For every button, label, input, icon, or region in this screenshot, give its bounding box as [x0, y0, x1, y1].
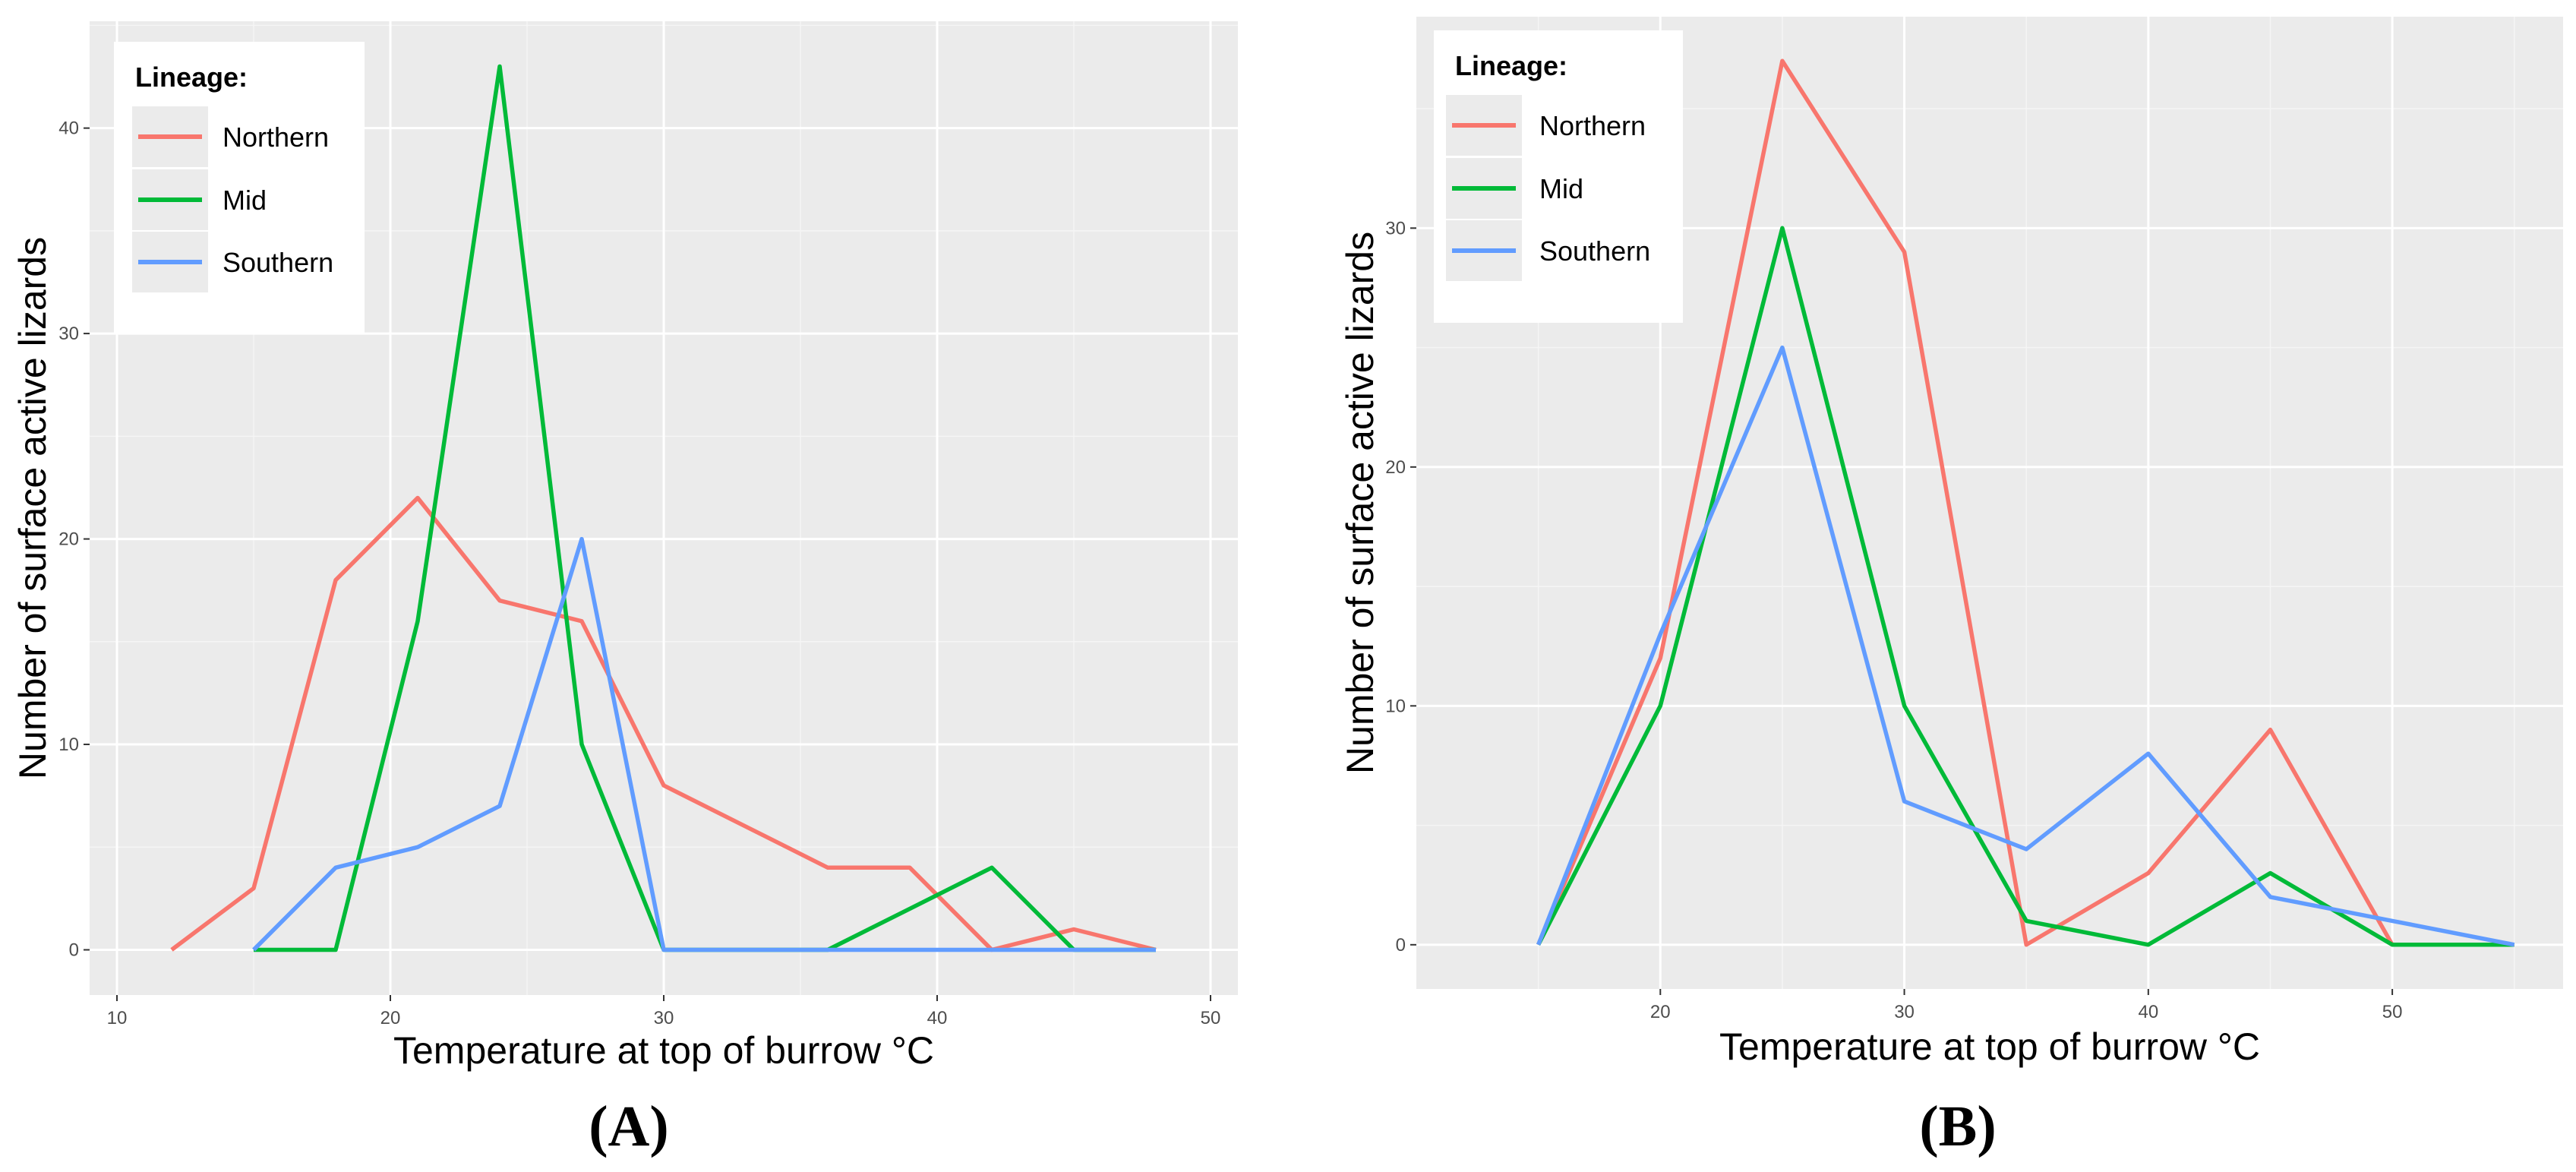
- y-tick-label: 30: [58, 324, 79, 344]
- x-tick-label: 40: [2138, 1002, 2158, 1022]
- legend-title: Lineage:: [135, 62, 248, 93]
- y-tick-label: 10: [1385, 696, 1406, 716]
- x-tick-label: 30: [1894, 1002, 1915, 1022]
- chart-panel-b: 20 30 40 50 0 10 20 30 Lineage: Northern Mid Southe…: [1339, 17, 2563, 1158]
- x-tick-label: 20: [380, 1008, 401, 1028]
- series-line-northern: [1536, 58, 2514, 947]
- legend-label-southern: Southern: [223, 247, 333, 278]
- panel-label: (A): [589, 1095, 669, 1158]
- y-axis-title: Number of surface active lizards: [1339, 232, 1381, 774]
- series-line-mid: [1536, 226, 2514, 947]
- x-tick-label: 40: [927, 1008, 948, 1028]
- y-tick-label: 40: [58, 118, 79, 139]
- legend-label-northern: Northern: [1539, 110, 1646, 141]
- legend-label-mid: Mid: [223, 185, 267, 216]
- x-tick-label: 10: [107, 1008, 128, 1028]
- y-tick-label: 0: [1396, 935, 1406, 956]
- x-axis-title: Temperature at top of burrow °C: [393, 1029, 934, 1072]
- x-axis-title: Temperature at top of burrow °C: [1719, 1025, 2260, 1068]
- y-tick-label: 10: [58, 734, 79, 755]
- legend: Lineage: Northern Mid Southern: [1434, 30, 1683, 323]
- legend-label-southern: Southern: [1539, 235, 1650, 267]
- series-line-southern: [252, 536, 1156, 952]
- legend-label-mid: Mid: [1539, 173, 1583, 204]
- y-tick-label: 30: [1385, 218, 1406, 239]
- panel-label: (B): [1919, 1095, 1996, 1158]
- series-line-southern: [1536, 345, 2515, 947]
- y-tick-label: 20: [1385, 457, 1406, 478]
- x-tick-label: 50: [1201, 1008, 1221, 1028]
- x-tick-label: 30: [654, 1008, 674, 1028]
- legend-label-northern: Northern: [223, 122, 329, 153]
- x-tick-label: 20: [1650, 1002, 1671, 1022]
- x-tick-label: 50: [2382, 1002, 2403, 1022]
- legend-title: Lineage:: [1455, 50, 1567, 81]
- chart-panel-a: 10 20 30 40 50 0 10 20 30 40 Lineage: Northern Mid So…: [11, 21, 1238, 1158]
- y-tick-label: 20: [58, 529, 79, 550]
- legend: Lineage: Northern Mid Southern: [114, 42, 365, 334]
- y-axis-title: Number of surface active lizards: [11, 237, 54, 779]
- y-tick-label: 0: [69, 940, 79, 960]
